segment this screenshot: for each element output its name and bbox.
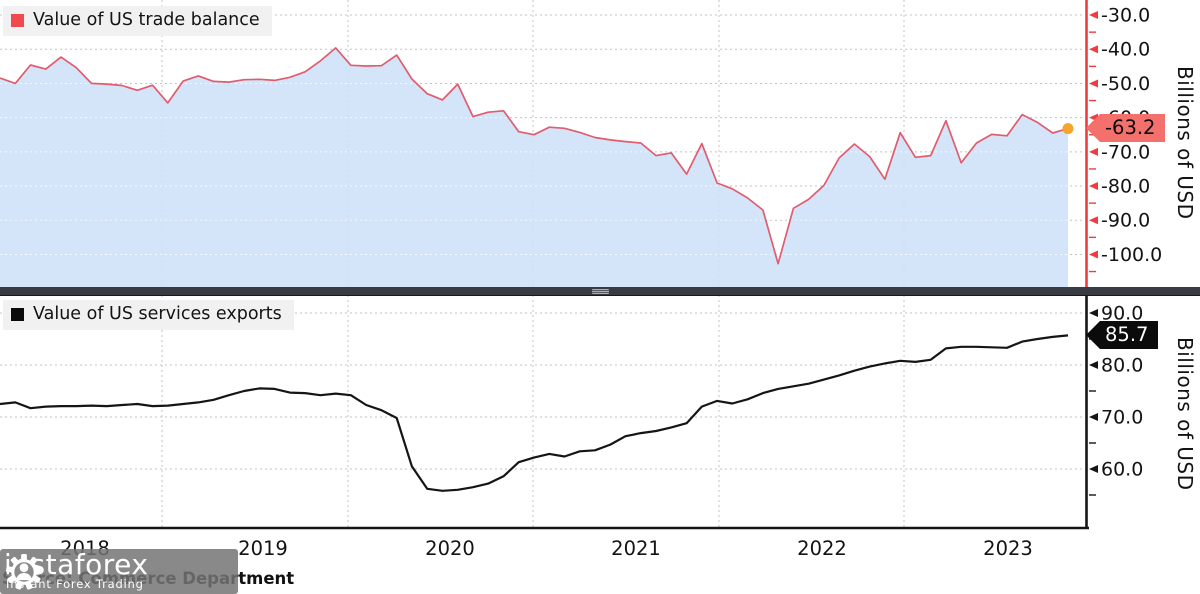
- x-axis-label-2023: 2023: [983, 537, 1033, 560]
- legend-label: Value of US services exports: [33, 304, 282, 324]
- last-value-tag-services-exports: 85.7: [1086, 321, 1159, 349]
- major-tick: [1089, 182, 1098, 191]
- trade-balance-area: [0, 47, 1068, 287]
- trade-balance-line: [0, 47, 1069, 265]
- y-tick-label: -90.0: [1101, 210, 1150, 232]
- x-axis-label-2019: 2019: [238, 537, 288, 560]
- last-point-dot: [1062, 123, 1074, 135]
- services-exports-line: [0, 334, 1069, 492]
- major-tick: [1089, 45, 1098, 54]
- major-tick: [1089, 147, 1098, 156]
- major-tick: [1089, 250, 1098, 259]
- y-tick-label: -100.0: [1101, 244, 1162, 266]
- y-tick-label: -50.0: [1101, 73, 1150, 95]
- major-tick: [1089, 465, 1098, 473]
- legend-trade-balance: Value of US trade balance: [3, 6, 272, 36]
- major-tick: [1089, 79, 1098, 88]
- major-tick: [1089, 216, 1098, 225]
- instaforex-watermark: instaforex Instant Forex Trading: [0, 549, 238, 594]
- major-tick: [1089, 413, 1098, 421]
- instaforex-gear-logo-icon: [5, 553, 43, 590]
- y-tick-label: -40.0: [1101, 39, 1150, 61]
- x-axis-label-2022: 2022: [797, 537, 847, 560]
- y-tick-label: -80.0: [1101, 176, 1150, 198]
- trade-balance-panel: -30.0-40.0-50.0-60.0-70.0-80.0-90.0-100.…: [0, 0, 1162, 287]
- watermark-tagline-text: Instant Forex Trading: [6, 577, 144, 591]
- y-axis-title-bottom: Billions of USD: [1173, 337, 1197, 491]
- legend-swatch-red: [11, 14, 24, 27]
- last-value-tag-trade-balance: -63.2: [1086, 114, 1166, 142]
- y-tick-label: 70.0: [1101, 407, 1143, 429]
- y-tick-label: 90.0: [1101, 303, 1143, 325]
- x-axis-label-2020: 2020: [425, 537, 475, 560]
- x-axis-label-2021: 2021: [611, 537, 661, 560]
- major-tick: [1089, 309, 1098, 317]
- legend-swatch-black: [11, 308, 24, 321]
- panel-divider-grip-icon[interactable]: [592, 289, 609, 294]
- y-tick-label: 80.0: [1101, 355, 1143, 377]
- legend-label: Value of US trade balance: [33, 10, 260, 30]
- y-tick-label: -30.0: [1101, 5, 1150, 27]
- y-axis-title-top: Billions of USD: [1173, 66, 1197, 220]
- major-tick: [1089, 361, 1098, 369]
- major-tick: [1089, 11, 1098, 20]
- services-exports-panel: 90.0 80.0 70.0 60.0: [0, 295, 1143, 530]
- y-tick-label: -70.0: [1101, 141, 1150, 163]
- legend-services-exports: Value of US services exports: [3, 300, 294, 330]
- y-tick-label: 60.0: [1101, 459, 1143, 481]
